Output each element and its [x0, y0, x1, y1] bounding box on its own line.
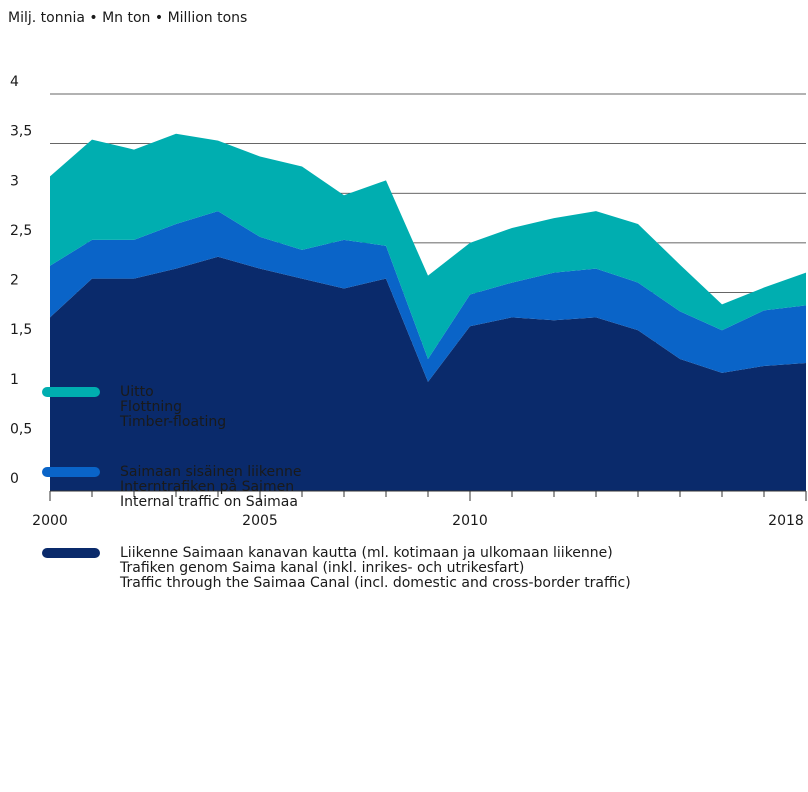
legend-label: Flottning — [120, 399, 182, 415]
area — [50, 256, 806, 491]
legend-swatch — [42, 467, 100, 477]
y-tick-label: 1 — [10, 372, 19, 388]
legend-label: Internal traffic on Saimaa — [120, 494, 298, 510]
y-tick-label: 3 — [10, 173, 19, 189]
x-tick-label: 2010 — [452, 513, 488, 529]
legend-label: Uitto — [120, 384, 154, 400]
area — [50, 211, 806, 382]
legend-label: Timber-floating — [119, 414, 226, 430]
x-tick-label: 2005 — [242, 513, 278, 529]
x-tick-label: 2018 — [768, 513, 804, 529]
y-tick-label: 4 — [10, 74, 19, 90]
area — [50, 133, 806, 359]
y-tick-label: 0 — [10, 471, 19, 487]
legend-swatch — [42, 387, 100, 397]
y-tick-label: 2 — [10, 273, 19, 289]
y-tick-label: 3,5 — [10, 124, 32, 140]
y-tick-label: 1,5 — [10, 322, 32, 338]
legend-label: Saimaan sisäinen liikenne — [120, 464, 301, 480]
legend-label: Liikenne Saimaan kanavan kautta (ml. kot… — [120, 545, 613, 561]
legend-label: Trafiken genom Saima kanal (inkl. inrike… — [119, 560, 524, 576]
legend-label: Interntrafiken på Saimen — [120, 478, 294, 495]
chart-subtitle: Milj. tonnia • Mn ton • Million tons — [8, 10, 247, 26]
x-tick-label: 2000 — [32, 513, 68, 529]
legend-swatch — [42, 548, 100, 558]
y-tick-label: 2,5 — [10, 223, 32, 239]
legend-label: Traffic through the Saimaa Canal (incl. … — [119, 575, 631, 591]
y-tick-label: 0,5 — [10, 421, 32, 437]
